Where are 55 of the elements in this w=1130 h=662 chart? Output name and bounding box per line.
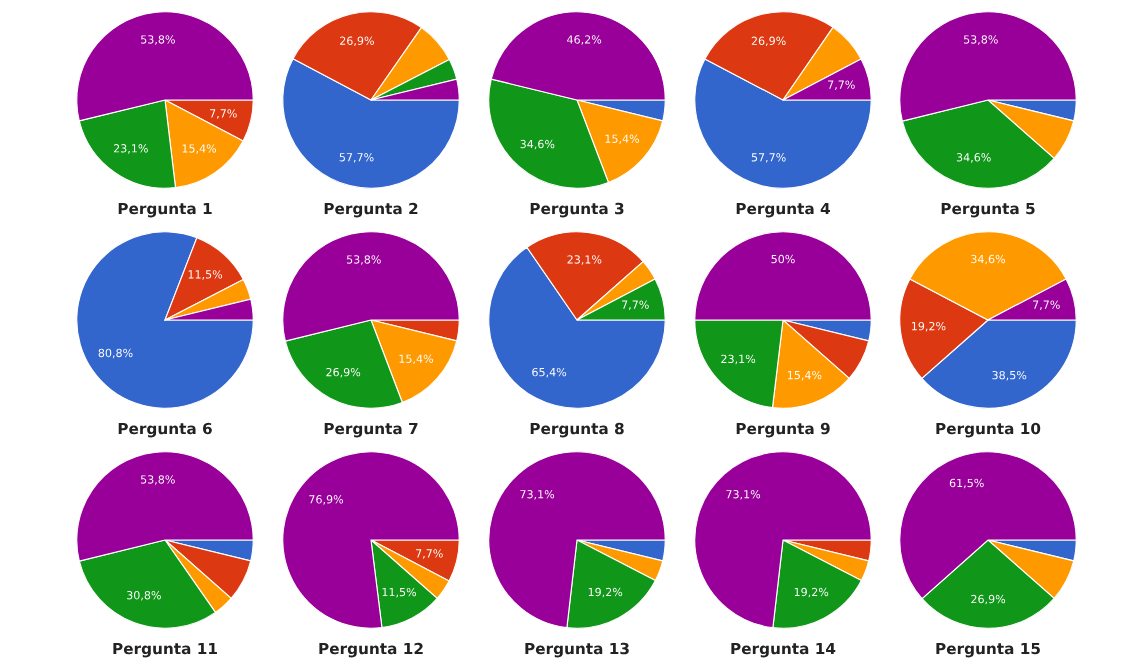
data-label: 26,9%	[971, 594, 1006, 605]
data-label: 15,4%	[399, 354, 434, 365]
data-label: 34,6%	[971, 254, 1006, 265]
text: Pergunta 1	[118, 202, 212, 218]
data-label: 7,7%	[416, 549, 443, 559]
data-label: 15,4%	[787, 370, 822, 381]
text: Pergunta 14	[731, 642, 836, 658]
text: Pergunta 4	[736, 202, 830, 218]
data-label: 46,2%	[567, 35, 602, 45]
data-label: 7,7%	[828, 80, 855, 90]
data-label: 7,7%	[210, 109, 237, 119]
text: Pergunta 8	[530, 422, 624, 438]
data-label: 23,1%	[567, 255, 602, 265]
data-label: 53,8%	[346, 255, 381, 265]
data-label: 26,9%	[340, 36, 374, 47]
data-label: 30,8%	[127, 590, 161, 601]
text: Pergunta 13	[525, 642, 629, 658]
data-label: 38,5%	[992, 370, 1027, 381]
text: Pergunta 3	[530, 202, 624, 218]
data-label: 76,9%	[309, 495, 344, 505]
data-label: 80,8%	[98, 348, 133, 359]
text: Pergunta 9	[736, 422, 830, 438]
data-label: 65,4%	[532, 367, 567, 378]
data-label: 15,4%	[605, 134, 640, 145]
data-label: 34,6%	[956, 153, 991, 163]
text: Pergunta 6	[118, 422, 212, 438]
data-label: 19,2%	[794, 587, 829, 598]
data-label: 7,7%	[622, 300, 649, 310]
data-label: 57,7%	[339, 153, 374, 163]
data-label: 7,7%	[1033, 300, 1060, 310]
text: Pergunta 11	[113, 642, 217, 658]
text: Pergunta 2	[324, 202, 418, 218]
data-label: 26,9%	[751, 36, 786, 47]
data-label: 23,1%	[113, 144, 148, 154]
data-label: 23,1%	[721, 354, 756, 365]
data-label: 73,1%	[520, 490, 555, 500]
data-label: 61,5%	[949, 478, 984, 489]
text: Pergunta 12	[319, 642, 423, 658]
data-label: 57,7%	[751, 153, 786, 163]
text: Pergunta 7	[324, 422, 418, 438]
data-label: 19,2%	[912, 321, 946, 332]
data-label: 26,9%	[326, 367, 361, 378]
data-label: 19,2%	[588, 587, 623, 598]
data-label: 53,8%	[140, 475, 175, 485]
data-label: 73,1%	[726, 490, 761, 500]
data-label: 34,6%	[520, 139, 555, 150]
data-label: 11,5%	[188, 270, 223, 280]
data-label: 50%	[771, 254, 795, 264]
data-label: 11,5%	[382, 587, 417, 598]
text: Pergunta 15	[936, 642, 1040, 658]
text: Pergunta 10	[936, 422, 1041, 438]
data-label: 53,8%	[963, 35, 998, 45]
data-label: 53,8%	[141, 35, 175, 45]
text: Pergunta 5	[941, 202, 1035, 218]
data-label: 15,4%	[182, 144, 217, 154]
